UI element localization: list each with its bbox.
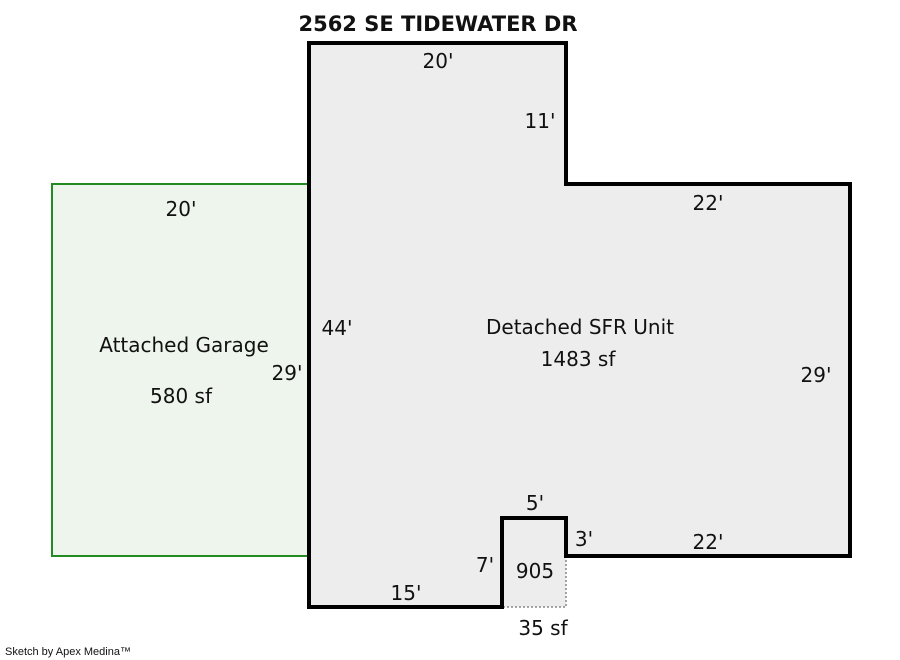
dim-main-bottom-right: 22' [693,530,724,554]
area-905-name: 905 [516,559,554,583]
garage-area: 580 sf [150,384,213,408]
dim-main-right-top: 22' [693,191,724,215]
garage-name: Attached Garage [99,333,269,357]
dim-garage-right: 29' [272,361,303,385]
main-unit-name: Detached SFR Unit [486,315,674,339]
main-unit-shape [307,41,852,609]
dim-main-top: 20' [423,49,454,73]
dim-main-bottom-left: 15' [391,581,422,605]
dim-main-right: 29' [801,363,832,387]
dim-bump-left: 7' [476,553,494,577]
area-905-dotted-edge [502,556,567,608]
area-905-shape [502,518,566,607]
main-unit-area: 1483 sf [541,347,617,371]
dim-bump-top: 5' [526,491,544,515]
dim-garage-top: 20' [166,197,197,221]
garage-shape [51,183,310,557]
area-905-area: 35 sf [518,616,568,640]
sketch-credit: Sketch by Apex Medina™ [5,646,131,658]
address-title: 2562 SE TIDEWATER DR [298,12,577,36]
dim-main-left: 44' [322,316,353,340]
dim-main-notch-side: 11' [525,109,556,133]
dim-bump-right: 3' [575,527,593,551]
